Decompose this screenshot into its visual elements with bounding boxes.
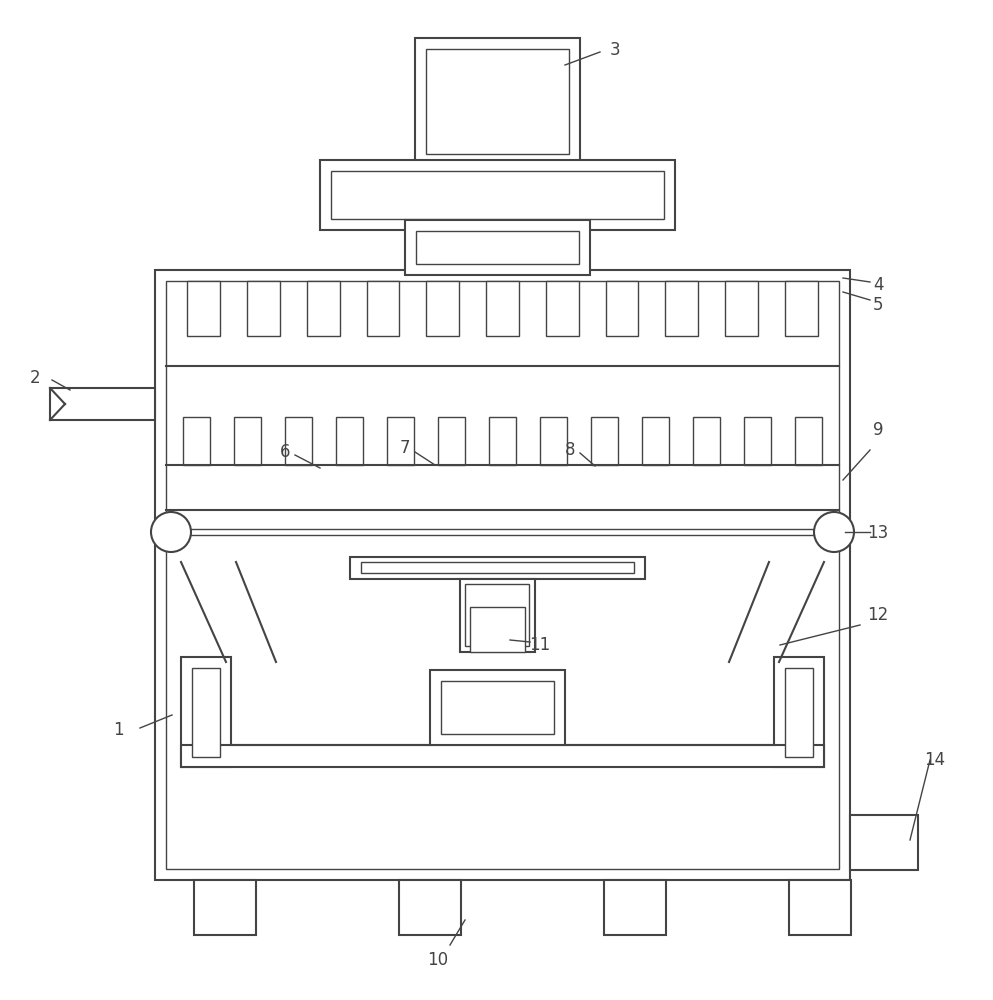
Bar (350, 557, 645, 579)
Text: 10: 10 (427, 951, 449, 969)
Bar (331, 171, 664, 219)
Bar (784, 281, 817, 336)
Bar (285, 417, 312, 465)
Text: 4: 4 (873, 276, 883, 294)
Bar (50, 388, 155, 420)
Bar (725, 281, 758, 336)
Text: 2: 2 (30, 369, 41, 387)
Bar (415, 38, 580, 165)
Bar (487, 281, 519, 336)
Text: 6: 6 (280, 443, 290, 461)
Bar (460, 579, 535, 652)
Bar (247, 281, 280, 336)
Bar (234, 417, 261, 465)
Bar (490, 417, 515, 465)
Bar (426, 281, 459, 336)
Bar (405, 220, 590, 275)
Text: 7: 7 (400, 439, 410, 457)
Bar (642, 417, 668, 465)
Bar (438, 417, 465, 465)
Bar (665, 281, 698, 336)
Bar (181, 745, 824, 767)
Bar (591, 417, 618, 465)
Bar (337, 417, 362, 465)
Text: 9: 9 (873, 421, 883, 439)
Bar (785, 668, 813, 757)
Text: 3: 3 (610, 41, 621, 59)
Bar (850, 815, 918, 870)
Bar (540, 417, 567, 465)
Bar (399, 880, 461, 935)
Bar (181, 657, 231, 767)
Bar (387, 417, 414, 465)
Bar (155, 270, 850, 880)
Text: 14: 14 (924, 751, 945, 769)
Circle shape (814, 512, 854, 552)
Text: 8: 8 (565, 441, 575, 459)
Bar (789, 880, 851, 935)
Text: 13: 13 (867, 524, 889, 542)
Bar (192, 668, 220, 757)
Bar (604, 880, 666, 935)
Bar (416, 231, 579, 264)
Bar (166, 281, 839, 869)
Bar (426, 49, 569, 154)
Bar (795, 417, 822, 465)
Bar (693, 417, 720, 465)
Bar (188, 281, 220, 336)
Bar (361, 562, 634, 573)
Bar (774, 657, 824, 767)
Bar (430, 670, 565, 745)
Bar (606, 281, 638, 336)
Circle shape (151, 512, 191, 552)
Bar (470, 607, 525, 652)
Text: 12: 12 (867, 606, 889, 624)
Text: 1: 1 (112, 721, 123, 739)
Bar (366, 281, 399, 336)
Bar (194, 880, 256, 935)
Bar (546, 281, 579, 336)
Bar (307, 281, 340, 336)
Bar (441, 681, 554, 734)
Text: 11: 11 (529, 636, 551, 654)
Bar (184, 417, 210, 465)
Bar (320, 160, 675, 230)
Bar (465, 584, 529, 646)
Bar (744, 417, 771, 465)
Text: 5: 5 (873, 296, 883, 314)
